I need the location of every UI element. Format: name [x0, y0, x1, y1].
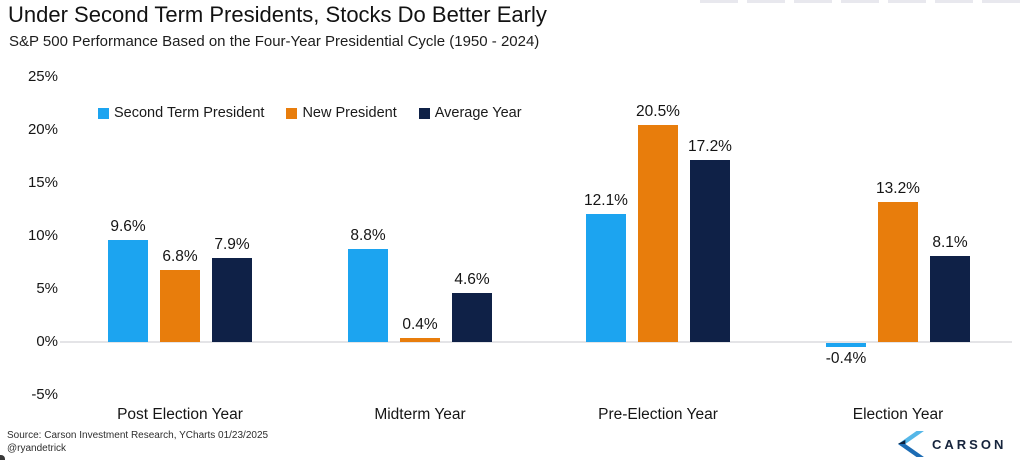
y-axis-label: 20%: [27, 121, 58, 138]
chart-title: Under Second Term Presidents, Stocks Do …: [8, 2, 547, 27]
y-axis-label: 0%: [36, 333, 58, 350]
bar-value-label: -0.4%: [825, 350, 867, 368]
legend-label: Average Year: [434, 105, 522, 121]
bar-average-year: [690, 159, 730, 342]
bar-average-year: [212, 258, 252, 342]
bar-average-year: [452, 293, 492, 342]
legend-item-new-president: New President: [286, 105, 397, 121]
bar-value-label: 6.8%: [162, 247, 198, 265]
legend-swatch-icon: [98, 107, 109, 119]
legend-label: Second Term President: [114, 105, 265, 121]
bar-value-label: 7.9%: [214, 236, 250, 254]
x-axis-label: Post Election Year: [117, 406, 243, 423]
x-axis-label: Midterm Year: [374, 406, 466, 423]
source-line: Source: Carson Investment Research, YCha…: [7, 430, 269, 441]
bar-average-year: [930, 256, 970, 342]
carson-logo: CARSON: [896, 431, 1006, 457]
bar-value-label: 12.1%: [584, 191, 628, 209]
bar-value-label: 20.5%: [636, 102, 680, 120]
y-axis-label: 10%: [27, 227, 58, 244]
zero-gridline: [60, 341, 1012, 343]
bar-new-president: [878, 202, 918, 342]
bar-second-term-president: [826, 343, 866, 348]
bar-new-president: [400, 337, 440, 342]
bar-new-president: [638, 124, 678, 342]
carson-logo-text: CARSON: [932, 436, 1007, 452]
y-axis-label: 25%: [27, 68, 58, 85]
bar-second-term-president: [108, 240, 148, 342]
y-axis-label: 5%: [36, 280, 58, 297]
legend-swatch-icon: [418, 107, 430, 119]
bar-new-president: [160, 269, 200, 342]
cropped-corner-artifact: [0, 455, 5, 460]
bar-value-label: 13.2%: [876, 180, 920, 198]
bar-value-label: 4.6%: [454, 271, 490, 289]
legend-label: New President: [302, 105, 397, 121]
x-axis-label: Pre-Election Year: [598, 406, 718, 423]
chart-subtitle: S&P 500 Performance Based on the Four-Ye…: [9, 33, 540, 50]
y-axis-label: -5%: [31, 386, 58, 403]
legend-item-average-year: Average Year: [418, 105, 522, 121]
bar-second-term-president: [348, 248, 388, 342]
y-axis-label: 15%: [27, 174, 58, 191]
bar-value-label: 8.1%: [932, 234, 968, 252]
carson-chevron-icon: [897, 431, 924, 457]
legend-item-second-term-president: Second Term President: [98, 105, 264, 121]
bar-second-term-president: [586, 213, 626, 342]
legend: Second Term President New President Averag…: [98, 105, 522, 121]
author-handle: @ryandetrick: [7, 443, 67, 454]
bar-value-label: 17.2%: [688, 137, 732, 155]
bar-value-label: 9.6%: [110, 218, 146, 236]
bar-value-label: 0.4%: [402, 315, 438, 333]
x-axis-label: Election Year: [852, 406, 944, 423]
bar-value-label: 8.8%: [350, 226, 386, 244]
legend-swatch-icon: [286, 107, 298, 119]
cropped-text-artifact: [700, 0, 1022, 3]
